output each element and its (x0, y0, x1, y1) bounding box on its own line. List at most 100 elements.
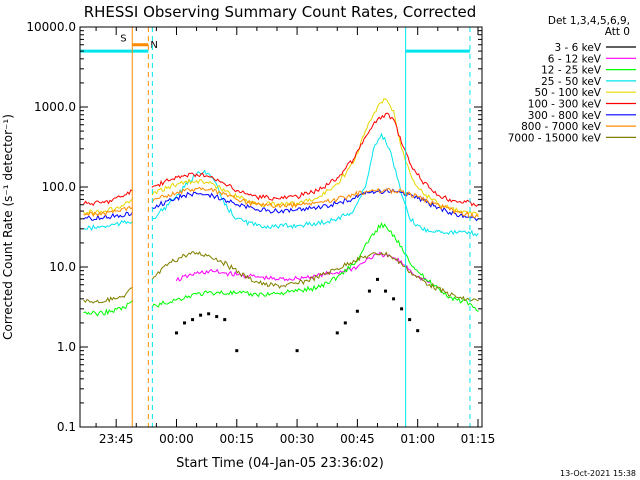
data-point (461, 298, 463, 300)
data-point (167, 194, 170, 196)
data-point (83, 211, 85, 214)
data-point (401, 263, 403, 265)
data-point (236, 204, 238, 206)
data-point (220, 188, 222, 190)
data-point (336, 218, 338, 220)
data-point (445, 291, 447, 294)
data-point (367, 289, 371, 293)
data-point (375, 277, 379, 281)
region-label-n: N (150, 40, 157, 51)
data-point (208, 175, 210, 178)
legend-label-6-12-kev: 6 - 12 keV (548, 53, 602, 65)
data-point (256, 294, 258, 296)
data-point (183, 186, 186, 188)
data-point (119, 214, 121, 217)
data-point (183, 321, 187, 325)
series-50-100-kev (83, 98, 479, 216)
data-point (416, 329, 420, 333)
data-point (119, 222, 121, 225)
legend-title-line: Att 0 (605, 26, 630, 38)
legend-label-3-6-kev: 3 - 6 keV (554, 42, 601, 54)
y-axis-label: Corrected Count Rate (s⁻¹ detector⁻¹) (1, 114, 15, 340)
data-point (151, 186, 153, 188)
data-point (103, 212, 105, 214)
y-tick-label: 10.0 (49, 260, 76, 274)
data-point (296, 209, 298, 211)
legend-label-100-300-kev: 100 - 300 keV (528, 99, 602, 111)
data-point (429, 281, 431, 283)
data-point (195, 293, 198, 295)
data-point (433, 192, 435, 194)
data-point (368, 190, 371, 193)
y-tick-label: 10000.0 (26, 20, 76, 34)
data-point (400, 307, 404, 311)
x-tick-label: 23:45 (99, 432, 134, 446)
data-point (280, 285, 282, 287)
series-25-50-kev (83, 132, 479, 237)
data-point (413, 266, 415, 268)
data-point (380, 133, 383, 135)
data-point (195, 192, 198, 195)
legend-title-line: Det 1,3,4,5,6,9, (548, 15, 630, 27)
data-point (336, 198, 338, 200)
series-line-50-100-kev (83, 98, 479, 216)
data-point (368, 257, 371, 259)
data-point (316, 222, 318, 225)
data-point (167, 263, 170, 265)
data-point (477, 233, 479, 235)
data-point (119, 196, 121, 198)
data-point (336, 203, 338, 205)
data-point (384, 98, 387, 100)
data-point (183, 190, 186, 192)
data-point (111, 299, 113, 301)
data-point (336, 268, 338, 270)
data-point (465, 213, 467, 215)
data-point (343, 321, 347, 325)
legend-label-7000-15000-kev: 7000 - 15000 keV (508, 132, 602, 144)
data-point (352, 260, 354, 262)
data-point (83, 214, 85, 216)
data-point (433, 203, 435, 205)
data-point (316, 287, 318, 289)
x-tick-label: 01:00 (400, 432, 435, 446)
data-point (465, 216, 467, 218)
data-point (372, 148, 375, 150)
data-point (392, 297, 396, 301)
series-7000-15000-kev (83, 251, 479, 304)
data-point (212, 270, 214, 273)
data-point (83, 311, 85, 314)
data-point (364, 186, 367, 188)
data-point (316, 190, 318, 192)
data-point (224, 204, 226, 206)
data-point (364, 130, 367, 132)
data-point (376, 118, 379, 120)
x-tick-label: 00:30 (280, 432, 315, 446)
data-point (236, 190, 238, 192)
y-tick-label: 0.1 (57, 420, 76, 434)
data-point (236, 198, 238, 200)
data-point (392, 118, 395, 120)
y-tick-label: 100.0 (42, 180, 76, 194)
data-point (167, 180, 170, 182)
data-point (356, 266, 358, 268)
data-point (449, 211, 451, 214)
data-point (191, 318, 195, 322)
data-point (224, 272, 226, 274)
data-point (208, 182, 210, 184)
data-point (401, 190, 403, 193)
data-point (336, 276, 338, 278)
data-point (368, 239, 371, 241)
series-layer (83, 98, 479, 353)
data-point (384, 113, 387, 115)
data-point (449, 296, 451, 298)
legend-label-800-7000-kev: 800 - 7000 keV (521, 121, 602, 133)
data-point (433, 205, 435, 207)
data-point (256, 204, 258, 206)
regions-layer: SN (80, 34, 470, 53)
data-point (119, 210, 121, 212)
data-point (336, 183, 338, 185)
data-point (220, 181, 222, 183)
